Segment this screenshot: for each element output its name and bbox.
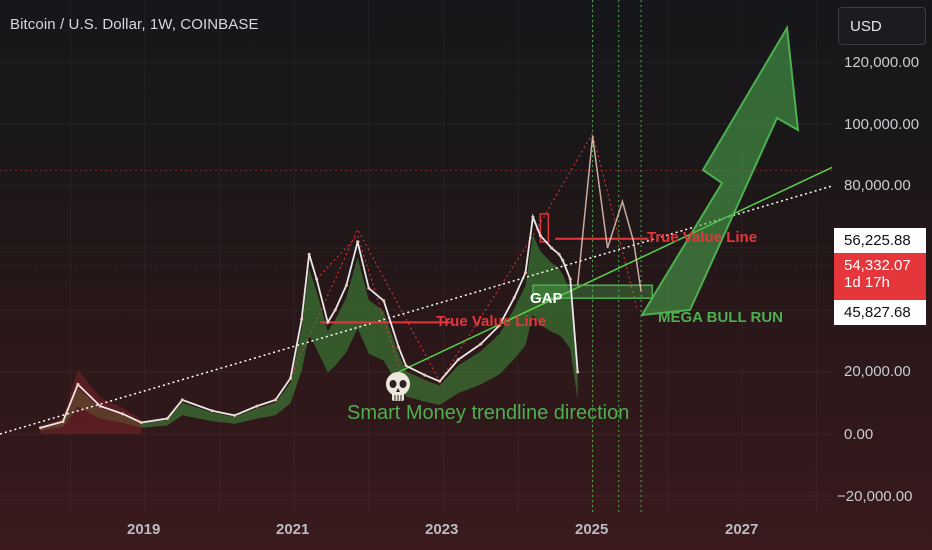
- price-point: [523, 271, 527, 275]
- highlight-box: [539, 213, 550, 243]
- y-tick-label: 120,000.00: [844, 54, 920, 71]
- price-point: [550, 246, 554, 250]
- price-point: [561, 258, 565, 262]
- true-value-line-label: True Value Line: [647, 229, 758, 246]
- current-price: 54,332.07: [844, 257, 911, 274]
- currency-button[interactable]: USD: [838, 7, 926, 45]
- skull-icon: [383, 371, 413, 410]
- price-point: [139, 421, 143, 425]
- price-tag-upper: 56,225.88: [834, 228, 926, 253]
- smart-money-label: Smart Money trendline direction: [347, 402, 630, 424]
- x-tick-label: 2025: [575, 521, 609, 538]
- ichimoku-cloud: [40, 234, 578, 434]
- price-point: [76, 382, 80, 386]
- price-tag-lower: 45,827.68: [834, 300, 926, 325]
- price-point: [456, 358, 460, 362]
- mega-bull-run-label: MEGA BULL RUN: [658, 309, 783, 326]
- price-point: [423, 373, 427, 377]
- price-point: [344, 283, 348, 287]
- price-series: [39, 136, 642, 430]
- chart-title: Bitcoin / U.S. Dollar, 1W, COINBASE: [10, 16, 259, 33]
- bar-countdown: 1d 17h: [844, 274, 890, 291]
- cloud-area-red: [40, 369, 142, 434]
- y-tick-label: 100,000.00: [844, 116, 920, 133]
- price-point: [307, 252, 311, 256]
- projection-zigzag: [290, 131, 638, 383]
- price-point: [326, 320, 330, 324]
- price-point: [568, 277, 572, 281]
- price-point: [438, 379, 442, 383]
- price-point: [479, 342, 483, 346]
- price-point: [98, 404, 102, 408]
- projected-path: [576, 136, 642, 292]
- price-point: [382, 299, 386, 303]
- price-point: [497, 324, 501, 327]
- price-point: [61, 420, 65, 424]
- gap-label: GAP: [530, 290, 563, 307]
- bull-run-arrow: [640, 24, 800, 317]
- price-point: [300, 317, 304, 321]
- price-point: [274, 398, 278, 402]
- y-tick-label: 80,000.00: [844, 177, 911, 194]
- price-point: [165, 417, 169, 420]
- price-point: [233, 413, 237, 417]
- smart-money-trendline: [398, 166, 833, 373]
- drawings-layer: [0, 0, 833, 512]
- price-point: [180, 398, 184, 402]
- y-tick-label: 20,000.00: [844, 363, 911, 380]
- x-tick-label: 2019: [127, 521, 161, 538]
- price-point: [397, 345, 401, 349]
- price-point: [531, 215, 535, 219]
- price-point: [538, 234, 542, 238]
- price-point: [39, 426, 43, 430]
- price-point: [576, 370, 580, 374]
- price-point: [367, 286, 371, 290]
- price-point: [557, 252, 561, 256]
- price-point: [315, 277, 319, 281]
- price-point: [356, 240, 360, 244]
- y-tick-label: 0.00: [844, 426, 874, 443]
- x-tick-label: 2021: [276, 521, 310, 538]
- y-tick-label: −20,000.00: [837, 488, 913, 505]
- true-value-line-label: True Value Line: [436, 313, 547, 330]
- price-point: [512, 296, 516, 300]
- cloud-area: [40, 234, 578, 431]
- price-point: [255, 404, 259, 408]
- price-point: [288, 376, 292, 380]
- price-point: [404, 364, 408, 368]
- price-point: [121, 412, 125, 416]
- price-point: [333, 308, 337, 312]
- x-tick-label: 2023: [425, 521, 459, 538]
- price-point: [210, 409, 214, 413]
- price-line: [40, 213, 579, 429]
- price-tag-current: 54,332.07 1d 17h: [834, 253, 926, 301]
- x-tick-label: 2027: [725, 521, 759, 538]
